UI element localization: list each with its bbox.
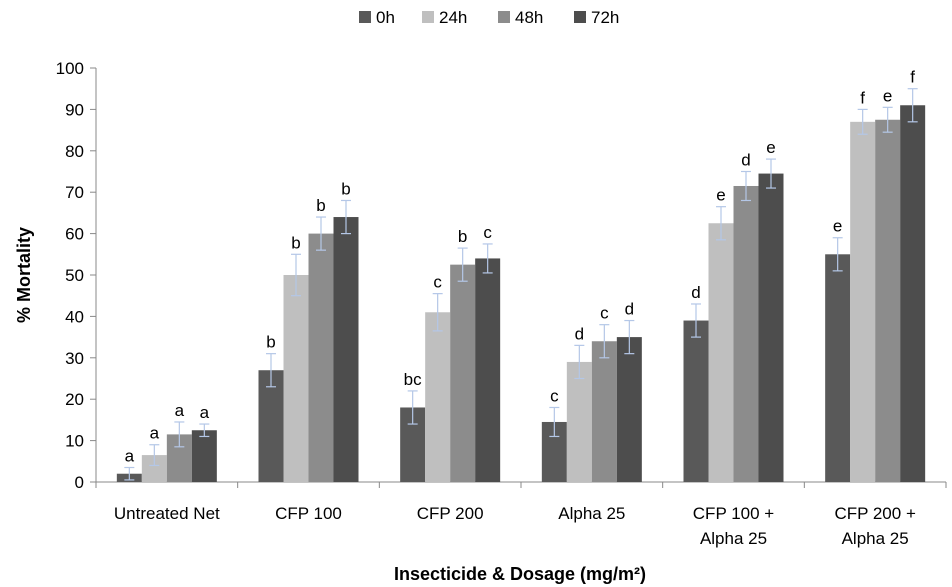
- bar-72h-0: [191, 430, 217, 482]
- significance-label: b: [291, 233, 300, 252]
- significance-label: d: [691, 283, 700, 302]
- bar-48h-3: [591, 341, 617, 482]
- significance-label: f: [910, 68, 915, 87]
- significance-label: e: [833, 217, 842, 236]
- y-tick-label: 20: [65, 390, 84, 409]
- significance-label: a: [150, 424, 160, 443]
- legend-label-24h: 24h: [439, 8, 467, 27]
- bar-72h-4: [758, 173, 784, 482]
- bar-0h-4: [683, 320, 709, 482]
- legend-label-72h: 72h: [591, 8, 619, 27]
- y-tick-label: 60: [65, 225, 84, 244]
- bar-48h-1: [308, 233, 334, 482]
- significance-label: b: [458, 227, 467, 246]
- x-axis: Untreated Net CFP 100 CFP 200 Alpha 25 CFP 1…: [95, 481, 947, 548]
- y-tick-label: 80: [65, 142, 84, 161]
- bar-72h-2: [475, 258, 501, 482]
- legend-swatch-48h: [498, 11, 510, 23]
- y-tick-label: 90: [65, 100, 84, 119]
- bar-48h-5: [875, 119, 901, 482]
- significance-label: b: [341, 179, 350, 198]
- x-tick-label: CFP 100 + Alpha 25: [693, 504, 775, 548]
- significance-label: b: [266, 333, 275, 352]
- y-tick-label: 100: [56, 59, 84, 78]
- bar-24h-1: [283, 275, 309, 482]
- bar-48h-2: [450, 264, 476, 482]
- significance-label: b: [316, 196, 325, 215]
- bar-0h-5: [825, 254, 851, 482]
- legend-swatch-72h: [574, 11, 586, 23]
- significance-label: e: [716, 186, 725, 205]
- y-axis: 0 10 20 30 40 50 60 70 80 90 100: [56, 59, 97, 492]
- bar-48h-4: [733, 185, 759, 483]
- y-tick-label: 10: [65, 432, 84, 451]
- x-tick-label: Untreated Net: [114, 504, 220, 523]
- legend-label-48h: 48h: [515, 8, 543, 27]
- significance-label: c: [550, 386, 559, 405]
- legend-swatch-0h: [359, 11, 371, 23]
- x-tick-label: CFP 200: [417, 504, 484, 523]
- bar-24h-4: [708, 223, 734, 482]
- bar-24h-2: [425, 312, 451, 482]
- x-axis-title: Insecticide & Dosage (mg/m²): [394, 564, 646, 584]
- y-tick-label: 30: [65, 349, 84, 368]
- y-tick-label: 70: [65, 183, 84, 202]
- legend-label-0h: 0h: [376, 8, 395, 27]
- legend-swatch-24h: [422, 11, 434, 23]
- significance-label: d: [575, 324, 584, 343]
- y-axis-title: % Mortality: [14, 227, 34, 323]
- y-tick-label: 50: [65, 266, 84, 285]
- significance-label: e: [883, 86, 892, 105]
- significance-label: bc: [404, 370, 422, 389]
- significance-label: d: [625, 300, 634, 319]
- bar-24h-5: [850, 121, 876, 482]
- significance-label: a: [175, 401, 185, 420]
- x-tick-label: Alpha 25: [558, 504, 625, 523]
- significance-label: f: [860, 88, 865, 107]
- significance-label: a: [200, 403, 210, 422]
- significance-label: c: [600, 304, 609, 323]
- significance-label: d: [741, 151, 750, 170]
- y-tick-label: 40: [65, 307, 84, 326]
- bar-72h-1: [333, 217, 359, 483]
- bar-24h-3: [566, 361, 592, 482]
- significance-label: c: [483, 223, 492, 242]
- x-tick-label: CFP 100: [275, 504, 342, 523]
- bar-72h-3: [616, 337, 642, 482]
- legend: 0h 24h 48h 72h: [359, 8, 619, 27]
- bar-72h-5: [900, 105, 926, 482]
- y-tick-label: 0: [75, 473, 84, 492]
- significance-label: c: [433, 273, 442, 292]
- bar-0h-1: [258, 370, 284, 482]
- significance-label: a: [125, 447, 135, 466]
- significance-label: e: [766, 138, 775, 157]
- x-tick-label: CFP 200 + Alpha 25: [834, 504, 916, 548]
